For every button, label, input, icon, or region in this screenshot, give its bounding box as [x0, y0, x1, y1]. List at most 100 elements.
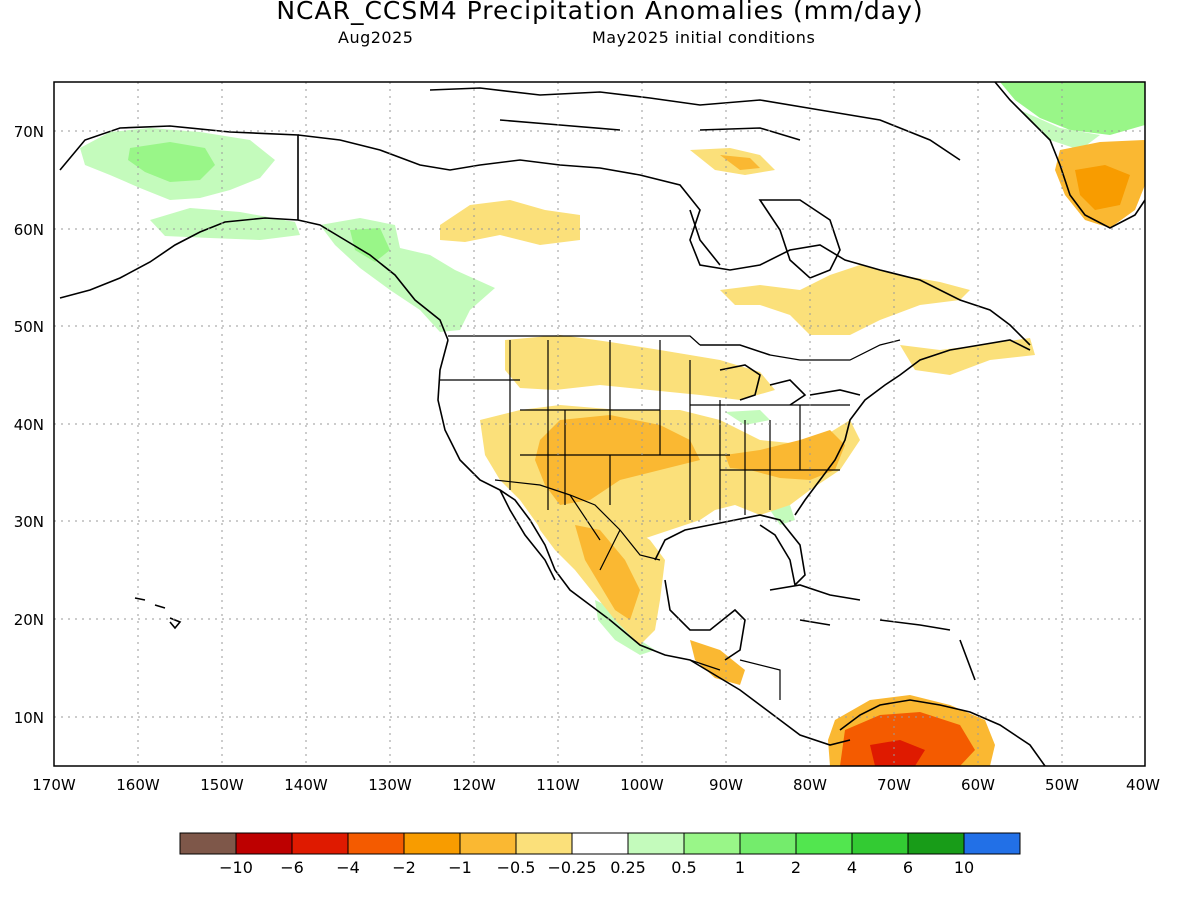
us-east-coast — [794, 339, 1031, 516]
colorbar-label: −0.25 — [547, 858, 596, 877]
colorbar-label: −4 — [336, 858, 360, 877]
arctic-islands — [429, 87, 961, 161]
lon-tick-label: 80W — [793, 776, 827, 794]
us-mexico-border — [494, 479, 661, 561]
colorbar-swatch — [907, 832, 965, 855]
anomaly-atlantic-canada — [900, 338, 1035, 375]
political-borders — [440, 335, 901, 700]
map-frame — [53, 81, 1146, 767]
anomaly-colorado — [535, 415, 700, 505]
anomaly-alaska-north-core — [128, 142, 215, 182]
lon-tick-label: 40W — [1126, 776, 1160, 794]
yucatan — [664, 579, 746, 661]
lon-tick-label: 60W — [961, 776, 995, 794]
lon-tick-label: 90W — [709, 776, 743, 794]
colorbar-swatch — [179, 832, 237, 855]
anomaly-ohio — [725, 410, 770, 425]
anomaly-greenland-north — [1000, 82, 1145, 135]
lon-tick-label: 130W — [368, 776, 412, 794]
map-plot-area — [54, 82, 1145, 766]
gridlines — [54, 82, 1145, 766]
colorbar-swatch — [403, 832, 461, 855]
us-west-coast — [437, 339, 851, 746]
lon-tick-label: 50W — [1045, 776, 1079, 794]
alaska-coast — [59, 125, 449, 341]
state-lines-west — [440, 340, 730, 510]
anomaly-northern-plains — [505, 335, 775, 400]
lat-axis: 70N 60N 50N 40N 30N 20N 10N — [14, 123, 44, 727]
anomaly-central-america — [690, 640, 745, 685]
colorbar-label: 4 — [847, 858, 857, 877]
lon-tick-label: 160W — [116, 776, 160, 794]
colorbar-labels: −10 −6 −4 −2 −1 −0.5 −0.25 0.25 0.5 1 2 … — [219, 858, 974, 877]
us-canada-border — [448, 335, 901, 361]
anomaly-bc-core — [350, 228, 390, 262]
colorbar-swatch — [515, 832, 573, 855]
colorbar-swatch — [627, 832, 685, 855]
colorbar-label: 1 — [735, 858, 745, 877]
colorbar-swatch — [963, 832, 1021, 855]
canada-arctic-coast — [297, 134, 1031, 346]
init-conditions-label: May2025 initial conditions — [592, 28, 816, 47]
anomaly-arctic-canada — [440, 200, 580, 245]
colorbar-swatch — [795, 832, 853, 855]
colorbar-swatch — [571, 832, 629, 855]
lon-tick-label: 150W — [200, 776, 244, 794]
anomaly-greenland-north-light — [1020, 110, 1100, 150]
colorbar-label: −0.5 — [497, 858, 536, 877]
colorbar-label: −6 — [280, 858, 304, 877]
caribbean — [769, 584, 976, 681]
colorbar-label: −2 — [392, 858, 416, 877]
colorbar — [179, 832, 1021, 855]
lon-tick-label: 120W — [452, 776, 496, 794]
hudson-bay — [689, 199, 841, 279]
baja-california — [499, 489, 556, 581]
lat-tick-label: 20N — [14, 611, 44, 629]
lat-tick-label: 30N — [14, 513, 44, 531]
anomaly-quebec — [720, 265, 970, 335]
colorbar-swatch — [291, 832, 349, 855]
gulf-coast — [654, 514, 806, 587]
lon-tick-label: 170W — [32, 776, 76, 794]
colorbar-label: 2 — [791, 858, 801, 877]
state-lines-east — [689, 360, 850, 520]
colorbar-swatch — [739, 832, 797, 855]
lat-tick-label: 60N — [14, 221, 44, 239]
valid-month-label: Aug2025 — [338, 28, 414, 47]
hawaii — [134, 597, 182, 630]
south-america-coast — [839, 699, 1046, 766]
anomaly-mexico-core — [575, 525, 640, 620]
anomaly-southeast-us — [725, 430, 845, 480]
anomaly-greenland-south-core — [1075, 165, 1130, 210]
greenland-coast — [994, 82, 1145, 229]
colorbar-swatch — [683, 832, 741, 855]
coastlines — [59, 82, 1145, 766]
positive-anomaly-layer — [80, 82, 1145, 655]
lon-tick-label: 100W — [620, 776, 664, 794]
colorbar-swatch — [347, 832, 405, 855]
colorbar-label: −1 — [448, 858, 472, 877]
lat-tick-label: 50N — [14, 318, 44, 336]
lon-tick-label: 110W — [536, 776, 580, 794]
colorbar-swatch — [851, 832, 909, 855]
colorbar-swatch — [235, 832, 293, 855]
anomaly-alaska-south — [150, 208, 300, 240]
lon-tick-label: 70W — [877, 776, 911, 794]
lon-axis: 170W 160W 150W 140W 130W 120W 110W 100W … — [32, 776, 1160, 794]
colorbar-label: 6 — [903, 858, 913, 877]
lon-tick-label: 140W — [284, 776, 328, 794]
anomaly-florida — [770, 505, 795, 525]
colorbar-label: −10 — [219, 858, 253, 877]
lat-tick-label: 10N — [14, 709, 44, 727]
colorbar-label: 0.5 — [671, 858, 696, 877]
negative-anomaly-layer — [440, 140, 1145, 766]
colorbar-swatch — [459, 832, 517, 855]
map-title: NCAR_CCSM4 Precipitation Anomalies (mm/d… — [276, 0, 924, 25]
colorbar-label: 0.25 — [610, 858, 646, 877]
colorbar-label: 10 — [954, 858, 974, 877]
anomaly-south-america-peak — [870, 740, 925, 766]
lat-tick-label: 70N — [14, 123, 44, 141]
mexico-states — [569, 494, 781, 700]
lat-tick-label: 40N — [14, 416, 44, 434]
